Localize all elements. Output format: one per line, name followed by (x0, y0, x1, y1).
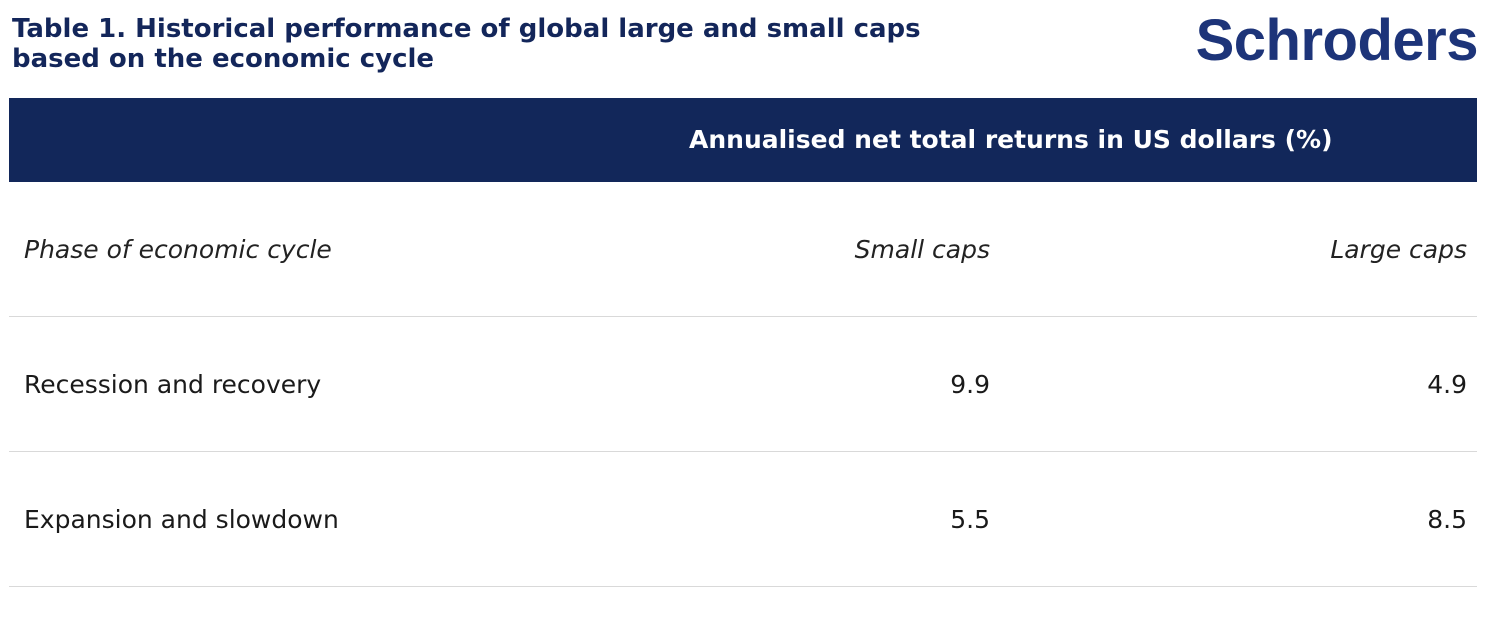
column-header-row: Phase of economic cycle Small caps Large… (9, 182, 1477, 317)
table-banner: Annualised net total returns in US dolla… (9, 98, 1477, 182)
table-row: Expansion and slowdown 5.5 8.5 (9, 452, 1477, 587)
row-phase: Recession and recovery (24, 370, 322, 399)
row-small-caps-value: 9.9 (950, 370, 990, 399)
table-title: Table 1. Historical performance of globa… (12, 14, 921, 74)
row-large-caps-value: 8.5 (1427, 505, 1467, 534)
row-large-caps-value: 4.9 (1427, 370, 1467, 399)
returns-table: Annualised net total returns in US dolla… (9, 98, 1477, 587)
row-small-caps-value: 5.5 (950, 505, 990, 534)
banner-label: Annualised net total returns in US dolla… (689, 125, 1333, 154)
column-header-phase: Phase of economic cycle (24, 235, 332, 264)
column-header-small-caps: Small caps (854, 235, 990, 264)
column-header-large-caps: Large caps (1330, 235, 1467, 264)
schroders-logo: Schroders (1195, 8, 1479, 73)
row-phase: Expansion and slowdown (24, 505, 339, 534)
table-row: Recession and recovery 9.9 4.9 (9, 317, 1477, 452)
